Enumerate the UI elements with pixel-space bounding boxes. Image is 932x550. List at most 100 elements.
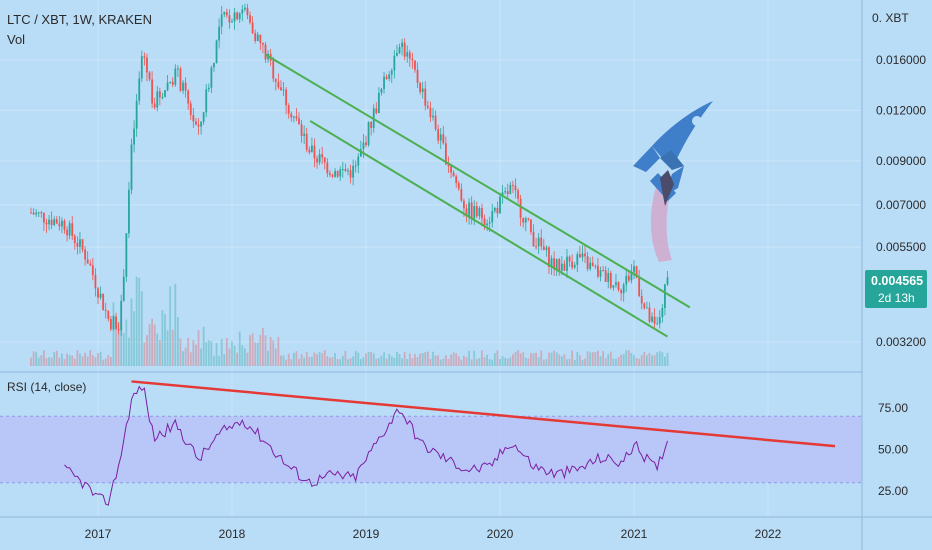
- candle-body: [460, 188, 463, 201]
- volume-bar: [481, 350, 483, 366]
- candle-body: [627, 275, 630, 281]
- candle-body: [228, 15, 231, 23]
- candle-body: [37, 212, 40, 214]
- candle-body: [447, 164, 450, 167]
- candle-body: [576, 254, 579, 265]
- rsi-axis[interactable]: 75.00 50.00 25.00: [878, 401, 908, 498]
- volume-bar: [323, 350, 326, 366]
- volume-bar: [658, 351, 661, 366]
- current-price: 0.004565: [871, 274, 923, 288]
- candle-body: [246, 7, 249, 16]
- candle-body: [359, 149, 362, 157]
- volume-bar: [393, 357, 396, 366]
- candle-body: [295, 116, 298, 119]
- candle-body: [367, 122, 370, 145]
- candle-body: [452, 172, 455, 177]
- candle-body: [648, 307, 651, 322]
- time-axis[interactable]: 2017 2018 2019 2020 2021 2022: [85, 527, 782, 541]
- price-tick-label: 0.012000: [876, 103, 926, 117]
- candle-body: [189, 103, 192, 116]
- candle-body: [398, 47, 401, 54]
- candle-body: [30, 212, 32, 214]
- volume-bar: [310, 356, 313, 366]
- volume-bar: [615, 358, 617, 366]
- candle-body: [406, 52, 409, 57]
- candle-body: [555, 259, 558, 270]
- volume-bar: [439, 359, 442, 366]
- candle-body: [517, 190, 519, 199]
- volume-bar: [316, 354, 318, 366]
- volume-bar: [161, 310, 164, 366]
- volume-bar: [207, 340, 210, 366]
- candle-body: [584, 253, 586, 257]
- volume-bar: [277, 336, 280, 366]
- volume-bar: [352, 356, 355, 366]
- candle-body: [558, 259, 561, 271]
- volume-bar: [475, 358, 478, 366]
- volume-bar: [63, 359, 66, 366]
- volume-bar: [664, 356, 666, 366]
- candle-body: [321, 154, 324, 158]
- volume-bar: [396, 351, 398, 366]
- rsi-layer: [0, 380, 862, 506]
- volume-bar: [511, 354, 514, 366]
- candle-body: [630, 272, 633, 281]
- volume-bar: [99, 351, 102, 366]
- volume-bar: [122, 332, 125, 366]
- candle-body: [349, 170, 352, 178]
- candle-body: [553, 258, 556, 270]
- volume-bar: [419, 353, 422, 366]
- candle-body: [357, 156, 360, 166]
- candle-body: [532, 231, 535, 247]
- candle-body: [421, 88, 424, 93]
- candle-body: [86, 259, 89, 264]
- volume-bar: [45, 358, 48, 366]
- volume-bar: [130, 298, 133, 366]
- candle-body: [104, 309, 107, 311]
- volume-bar: [210, 341, 213, 366]
- volume-bar: [326, 356, 329, 366]
- volume-bar: [97, 353, 99, 366]
- candle-body: [383, 76, 385, 89]
- volume-bar: [517, 350, 519, 366]
- candle-body: [511, 184, 514, 186]
- candle-body: [220, 14, 223, 27]
- volume-bar: [86, 356, 89, 366]
- candle-body: [233, 12, 236, 22]
- candle-body: [153, 103, 156, 108]
- candle-body: [280, 87, 282, 91]
- candle-body: [91, 265, 94, 276]
- candle-body: [290, 113, 293, 118]
- volume-bar: [372, 353, 375, 366]
- volume-bar: [532, 353, 535, 366]
- candle-body: [272, 60, 275, 79]
- volume-bar: [102, 359, 105, 366]
- bar-countdown: 2d 13h: [878, 291, 915, 305]
- candle-body: [401, 42, 403, 48]
- candle-body: [607, 272, 610, 282]
- candle-body: [651, 316, 653, 322]
- volume-bar: [434, 355, 437, 366]
- candle-body: [207, 87, 210, 90]
- volume-bar: [424, 352, 427, 366]
- candle-body: [192, 115, 195, 122]
- candle-body: [107, 310, 110, 319]
- volume-bar: [200, 348, 202, 366]
- price-axis[interactable]: 0.016000 0.012000 0.009000 0.007000 0.005500…: [876, 53, 926, 349]
- volume-bar: [329, 357, 331, 366]
- candle-body: [81, 239, 84, 250]
- candle-body: [256, 34, 259, 41]
- volume-bar: [233, 345, 236, 366]
- volume-bar: [171, 329, 174, 366]
- candle-body: [205, 89, 208, 113]
- candle-body: [158, 91, 161, 98]
- volume-bar: [506, 358, 509, 366]
- volume-bar: [496, 350, 499, 366]
- candle-body: [210, 67, 213, 88]
- candle-body: [403, 42, 406, 57]
- volume-bar: [318, 351, 321, 366]
- candle-body: [303, 133, 306, 136]
- rsi-tick-label: 50.00: [878, 443, 908, 457]
- volume-bar: [215, 343, 218, 366]
